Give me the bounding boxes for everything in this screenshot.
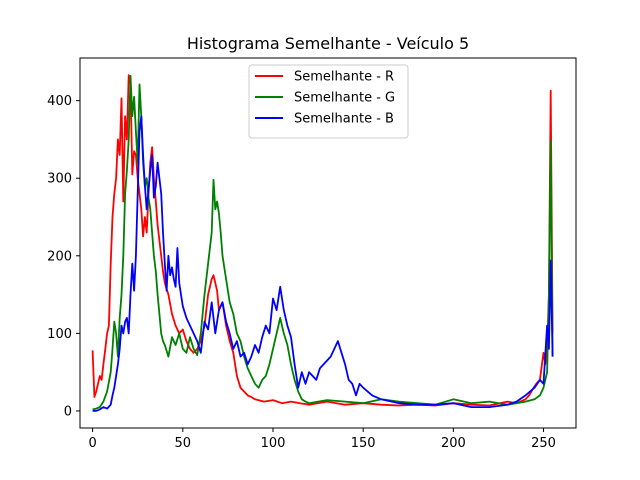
series-line-3 <box>92 115 554 412</box>
y-tick-label: 300 <box>47 172 72 187</box>
legend: Semelhante - R Semelhante - G Semelhante -… <box>248 64 409 139</box>
legend-label-3: Semelhante - B <box>294 112 394 127</box>
y-tick-label: 200 <box>47 249 72 264</box>
series-line-2 <box>92 74 554 411</box>
series-lines <box>91 74 554 412</box>
y-tick-label: 100 <box>47 327 72 342</box>
x-tick-label: 200 <box>441 436 466 451</box>
legend-label-2: Semelhante - G <box>294 91 395 106</box>
x-tick-label: 250 <box>531 436 556 451</box>
x-tick-label: 100 <box>261 436 286 451</box>
x-tick-label: 50 <box>175 436 192 451</box>
y-tick-label: 0 <box>64 404 72 419</box>
legend-label-1: Semelhante - R <box>294 70 394 85</box>
axes-frame <box>79 57 577 429</box>
x-tick-label: 0 <box>88 436 96 451</box>
plot-area: 0 50 100 150 200 250 0 100 200 300 400 <box>47 57 577 451</box>
y-tick-label: 400 <box>47 94 72 109</box>
x-tick-label: 150 <box>351 436 376 451</box>
legend-box <box>248 64 409 139</box>
chart-title: Histograma Semelhante - Veículo 5 <box>187 34 469 53</box>
y-axis-ticks: 0 100 200 300 400 <box>47 94 80 419</box>
x-axis-ticks: 0 50 100 150 200 250 <box>88 428 556 451</box>
